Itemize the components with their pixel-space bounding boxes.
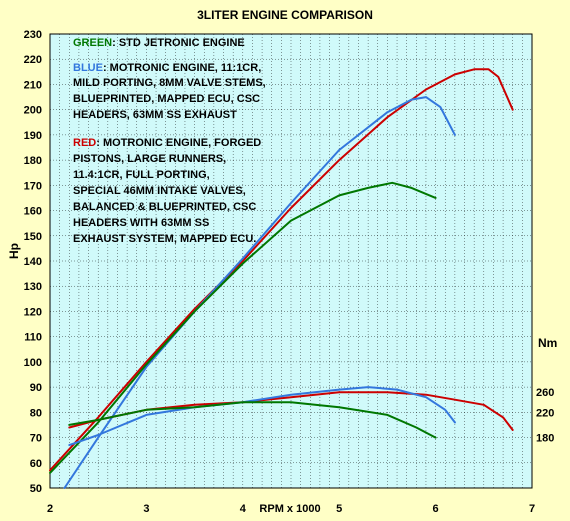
y-tick-label: 190	[24, 130, 42, 142]
y-tick-label: 210	[24, 79, 42, 91]
green-annotation: GREEN: STD JETRONIC ENGINE	[73, 37, 245, 49]
blue-key: BLUE	[73, 62, 103, 74]
y-tick-label: 230	[24, 29, 42, 41]
blue-line-2: MILD PORTING, 8MM VALVE STEMS,	[73, 77, 266, 89]
series-line	[49, 68, 514, 472]
y-tick-label: 140	[24, 256, 42, 268]
red-line-7: EXHAUST SYSTEM, MAPPED ECU.	[73, 233, 256, 245]
y-tick-label: 70	[30, 433, 42, 445]
green-desc: : STD JETRONIC ENGINE	[112, 37, 245, 49]
y-tick-label: 120	[24, 306, 42, 318]
x-tick-label: 6	[433, 503, 439, 515]
legend-annotation: GREEN: STD JETRONIC ENGINE BLUE: MOTRONI…	[73, 37, 266, 245]
y2-tick-label: 260	[536, 387, 554, 399]
x-tick-label: 7	[529, 503, 535, 515]
blue-annotation-line-1: BLUE: MOTRONIC ENGINE, 11:1CR,	[73, 62, 261, 74]
series-line	[68, 386, 456, 447]
gridlines	[49, 33, 533, 489]
blue-line-4: HEADERS, 63MM SS EXHAUST	[73, 109, 237, 121]
y-tick-label: 130	[24, 281, 42, 293]
y-tick-label: 200	[24, 105, 42, 117]
y-tick-label: 150	[24, 231, 42, 243]
red-line-4: SPECIAL 46MM INTAKE VALVES,	[73, 185, 246, 197]
y2-axis-label: Nm	[538, 336, 557, 350]
chart-title: 3LITER ENGINE COMPARISON	[197, 8, 373, 22]
y-tick-label: 60	[30, 458, 42, 470]
y-tick-label: 50	[30, 483, 42, 495]
red-line-2: PISTONS, LARGE RUNNERS,	[73, 153, 226, 165]
green-key: GREEN	[73, 37, 112, 49]
y-tick-label: 80	[30, 407, 42, 419]
red-line-3: 11.4:1CR, FULL PORTING,	[73, 169, 210, 181]
red-line-1: : MOTRONIC ENGINE, FORGED	[96, 137, 261, 149]
red-line-5: BALANCED & BLUEPRINTED, CSC	[73, 201, 256, 213]
blue-line-3: BLUEPRINTED, MAPPED ECU, CSC	[73, 93, 260, 105]
y-tick-label: 90	[30, 382, 42, 394]
red-annotation-line-1: RED: MOTRONIC ENGINE, FORGED	[73, 137, 261, 149]
series-line	[68, 401, 437, 439]
series-line	[63, 96, 456, 489]
y-tick-label: 170	[24, 180, 42, 192]
y-tick-label: 220	[24, 54, 42, 66]
y-axis-label: Hp	[7, 243, 21, 259]
y-tick-label: 180	[24, 155, 42, 167]
axis-ticks: 50 60 70 80 90 100 110 120 130 140 150 160 170 180 190…	[24, 29, 555, 515]
y2-tick-label: 180	[536, 433, 554, 445]
series-line	[49, 181, 437, 474]
red-key: RED	[73, 137, 96, 149]
y-tick-label: 160	[24, 206, 42, 218]
x-tick-label: 5	[336, 503, 342, 515]
x-axis-label: RPM x 1000	[259, 503, 320, 515]
series-lines	[49, 68, 514, 489]
y-tick-label: 110	[24, 332, 42, 344]
x-tick-label: 3	[143, 503, 149, 515]
blue-line-1: : MOTRONIC ENGINE, 11:1CR,	[103, 62, 261, 74]
x-tick-label: 4	[240, 503, 247, 515]
y-tick-label: 100	[24, 357, 42, 369]
y2-tick-label: 220	[536, 407, 554, 419]
red-line-6: HEADERS WITH 63MM SS	[73, 217, 209, 229]
x-tick-label: 2	[47, 503, 53, 515]
